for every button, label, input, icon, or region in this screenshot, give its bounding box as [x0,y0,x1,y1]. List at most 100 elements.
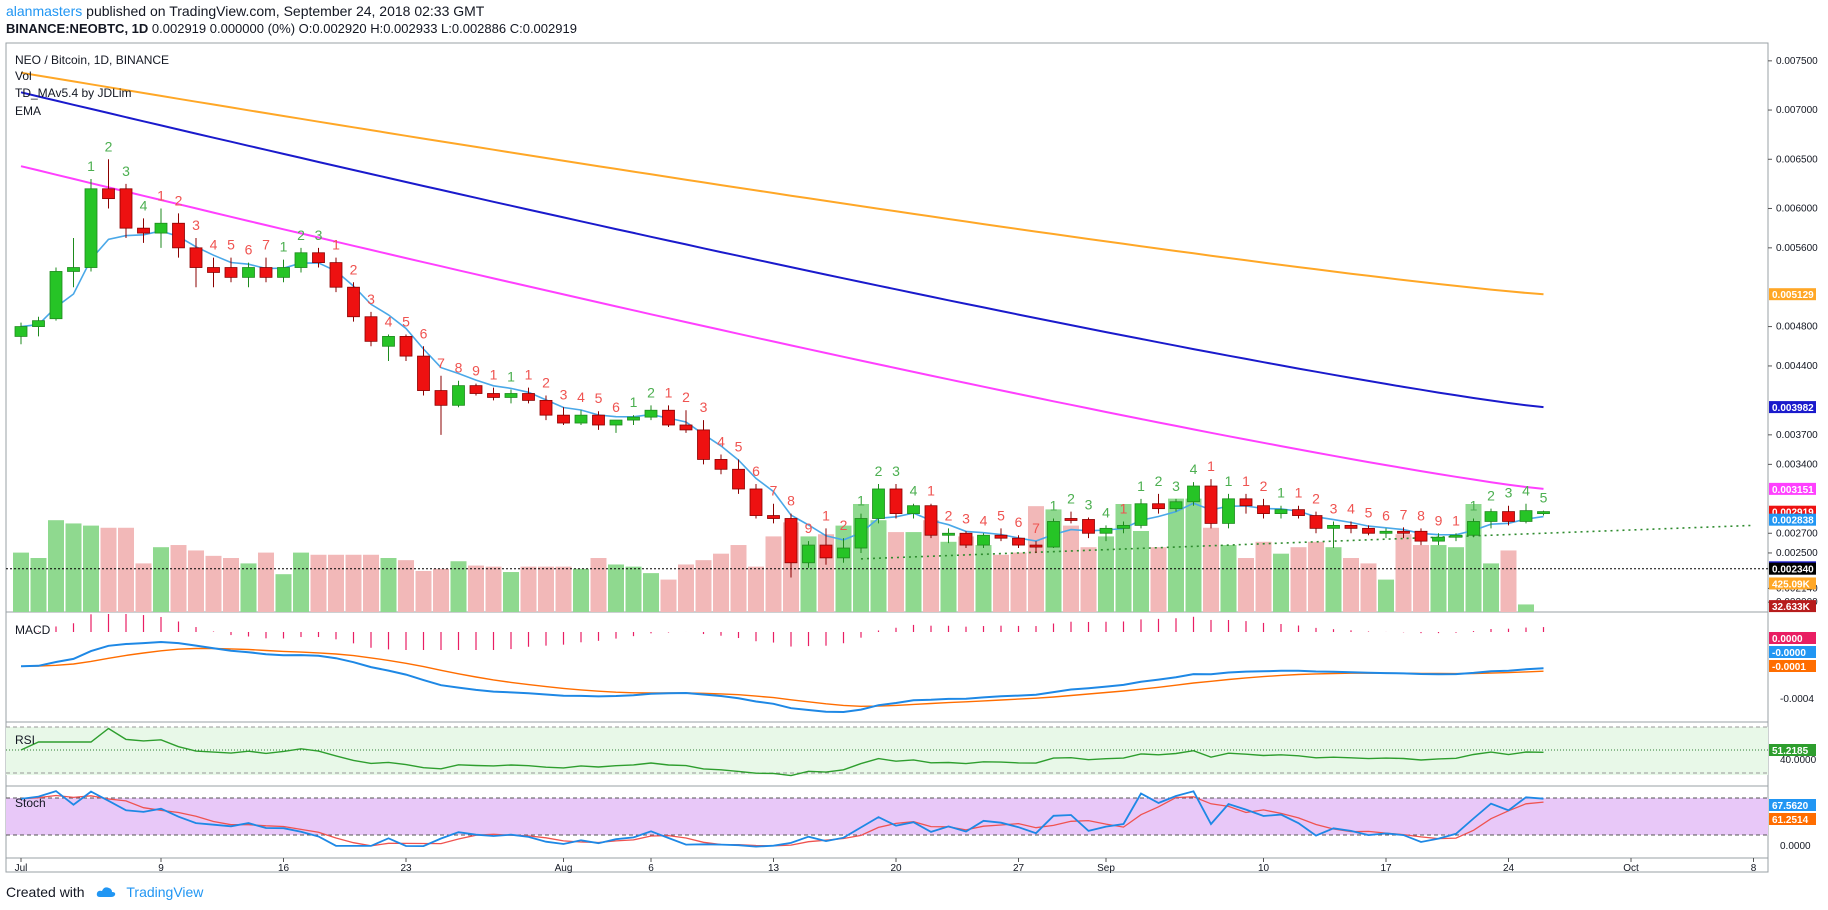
candle[interactable] [627,415,640,425]
candle[interactable] [294,247,308,273]
candle[interactable] [854,513,868,553]
candle[interactable] [277,259,290,283]
candle-body [924,505,938,536]
candle[interactable] [574,410,588,425]
candle[interactable] [1467,518,1480,538]
candle[interactable] [942,528,955,544]
candle[interactable] [609,419,623,433]
candle[interactable] [49,267,63,321]
candle-body [679,424,693,431]
candle[interactable] [679,410,693,433]
candle[interactable] [1432,533,1445,546]
candle[interactable] [1239,493,1253,514]
candle[interactable] [417,346,430,396]
candle[interactable] [329,257,343,293]
candle[interactable] [1222,493,1235,529]
candle[interactable] [557,407,570,425]
candle[interactable] [504,389,518,404]
candle[interactable] [154,208,168,248]
candle[interactable] [1257,498,1270,519]
candle[interactable] [1449,533,1463,542]
candle[interactable] [364,311,378,347]
candle[interactable] [102,159,115,209]
candle[interactable] [662,405,675,427]
candle[interactable] [172,213,185,258]
candle[interactable] [32,316,45,337]
candle[interactable] [1484,508,1498,529]
candle[interactable] [959,531,973,549]
candle[interactable] [469,383,483,396]
candle[interactable] [487,387,500,401]
candle[interactable] [1502,505,1515,526]
td-count-label: 1 [1225,473,1233,489]
candle[interactable] [802,541,815,568]
candle[interactable] [382,334,395,362]
candle[interactable] [522,387,535,404]
candle[interactable] [1047,518,1060,549]
candle[interactable] [312,247,325,268]
candle[interactable] [994,528,1008,542]
candle[interactable] [714,454,728,475]
candle[interactable] [1344,521,1358,534]
candle[interactable] [1082,517,1095,539]
candle[interactable] [399,334,413,362]
candle[interactable] [592,411,605,430]
candle[interactable] [242,262,255,288]
candle[interactable] [1064,511,1078,524]
candle[interactable] [259,257,273,283]
candle[interactable] [924,503,938,539]
time-tick-label: 16 [278,863,290,874]
candle[interactable] [644,405,658,421]
candle[interactable] [119,183,133,238]
candle[interactable] [224,257,238,283]
candle[interactable] [1012,535,1025,549]
candle-body [1397,530,1410,534]
candle[interactable] [1292,505,1305,519]
candle[interactable] [1029,541,1043,553]
candle[interactable] [872,484,885,524]
candle[interactable] [1187,482,1200,506]
candle[interactable] [749,484,763,519]
candle[interactable] [1379,528,1393,539]
candle[interactable] [14,322,28,345]
candle[interactable] [1204,479,1218,529]
candle[interactable] [84,178,98,272]
candle[interactable] [1414,528,1428,546]
td-count-label: 5 [997,507,1005,523]
candle[interactable] [819,528,833,565]
candle[interactable] [67,238,80,288]
candle[interactable] [1309,511,1323,534]
candle[interactable] [889,484,903,519]
candle[interactable] [1397,527,1410,539]
candle[interactable] [1519,503,1533,524]
candle[interactable] [1537,510,1550,516]
td-count-label: 4 [210,237,218,253]
candle[interactable] [1134,498,1148,529]
candle[interactable] [1274,505,1288,519]
candle[interactable] [1099,525,1113,542]
candle-body [574,414,588,424]
tradingview-link[interactable]: TradingView [126,884,204,900]
candle[interactable] [452,380,465,408]
candle[interactable] [347,282,360,322]
candle[interactable] [539,395,553,421]
candle[interactable] [207,257,220,288]
candle[interactable] [189,238,203,288]
candle[interactable] [732,459,745,494]
candle[interactable] [1117,521,1130,534]
candle[interactable] [837,538,850,563]
candle[interactable] [767,503,780,524]
candle[interactable] [977,533,990,549]
candle[interactable] [137,218,150,243]
candle[interactable] [1169,498,1183,512]
candle[interactable] [784,513,798,578]
candle[interactable] [1152,493,1165,514]
candle[interactable] [907,503,920,519]
author-link[interactable]: alanmasters [6,3,83,19]
candle[interactable] [697,420,710,465]
candle-body [1467,521,1480,536]
candle[interactable] [1327,521,1340,549]
candle[interactable] [434,375,448,435]
candle[interactable] [1362,525,1375,536]
